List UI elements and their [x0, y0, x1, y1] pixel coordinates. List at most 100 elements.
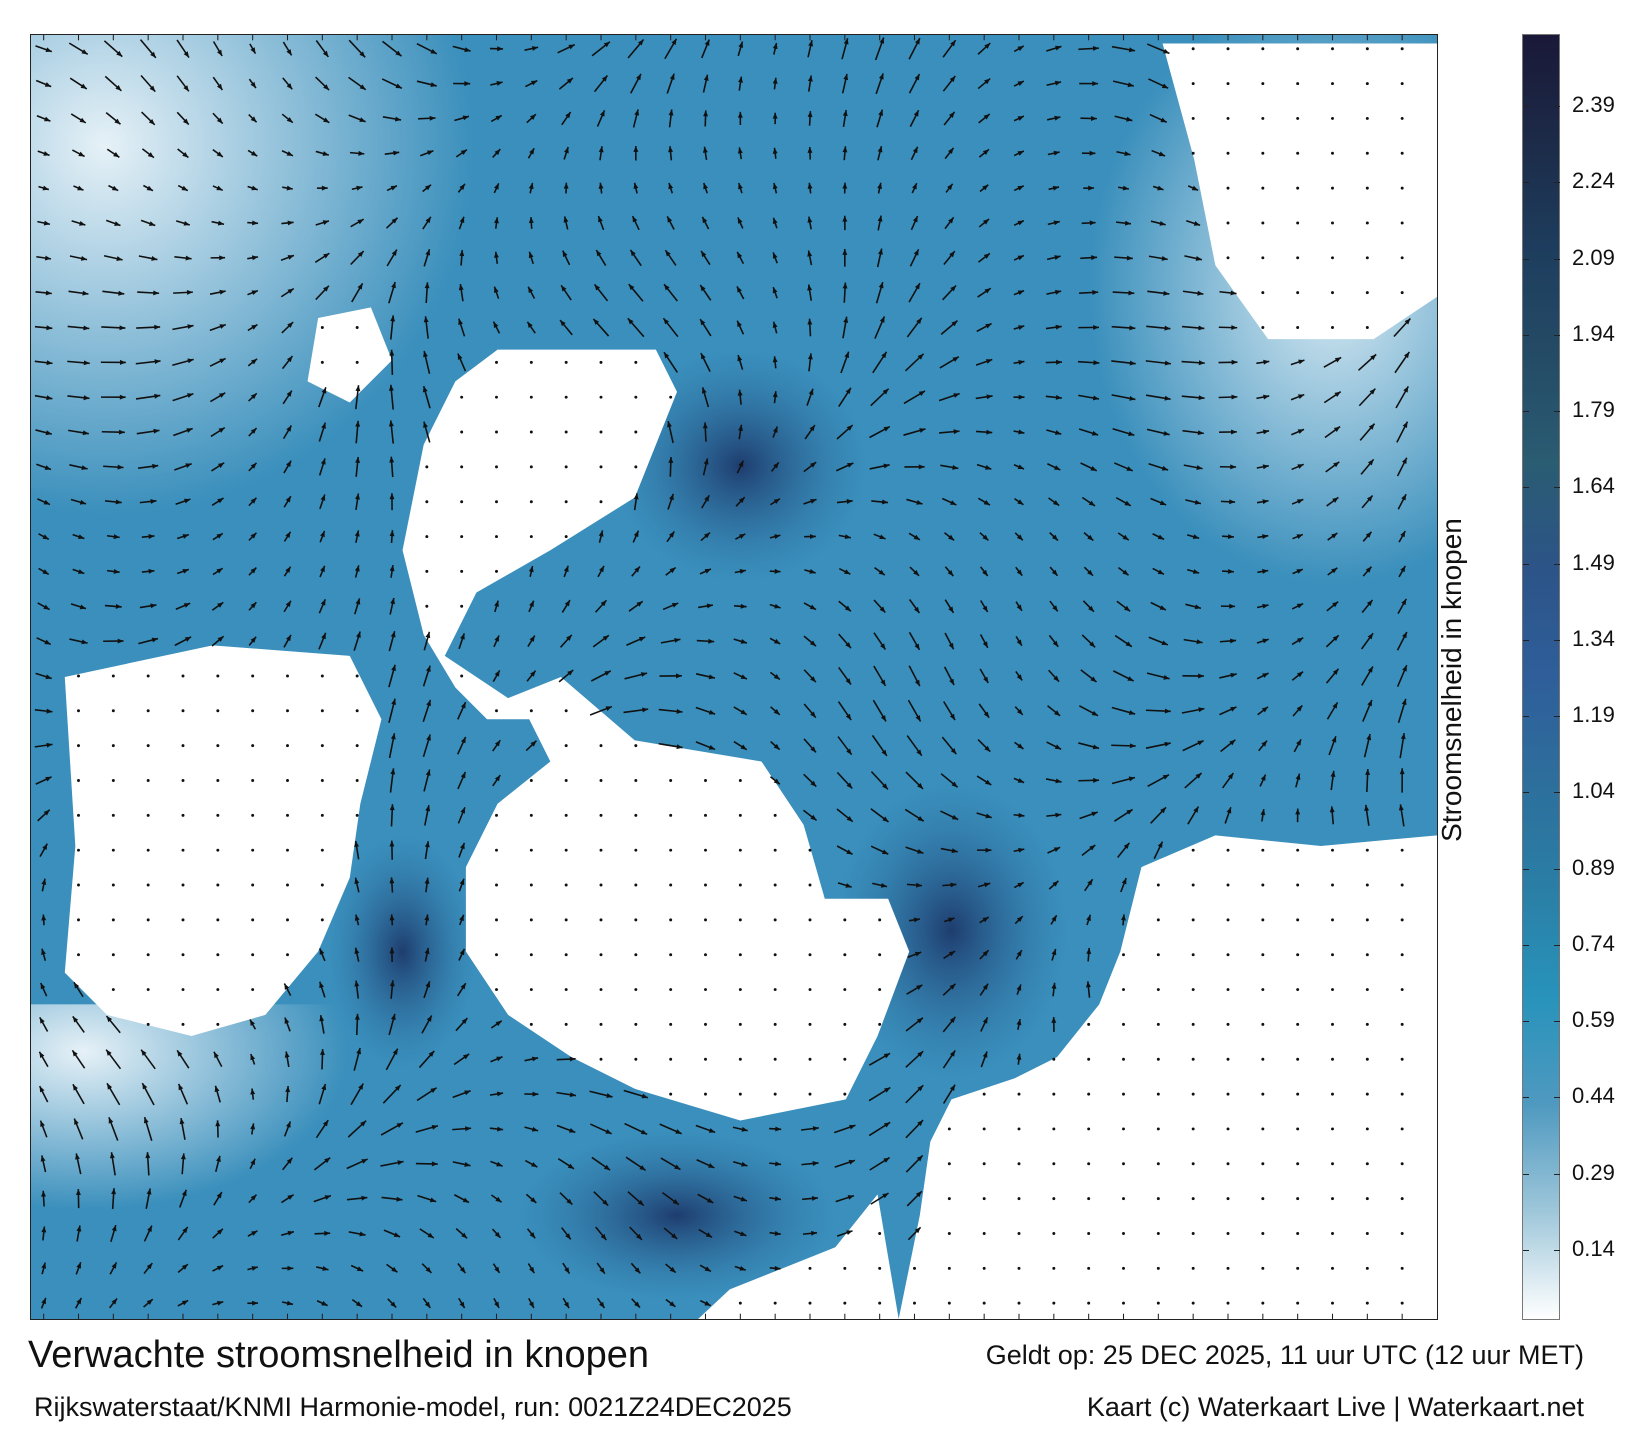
- land-grid-dot: [77, 848, 80, 852]
- land-grid-dot: [564, 883, 568, 887]
- land-grid-dot: [704, 813, 707, 817]
- current-arrow: [1147, 774, 1170, 787]
- current-arrow: [870, 1192, 889, 1205]
- current-arrow: [1014, 532, 1024, 541]
- land-grid-dot: [251, 848, 255, 852]
- current-arrow: [1077, 360, 1100, 366]
- land-grid-dot: [146, 1022, 150, 1026]
- land-grid-dot: [669, 395, 673, 399]
- land-grid-dot: [704, 1057, 707, 1061]
- land-grid-dot: [1191, 1127, 1195, 1131]
- current-arrow: [1257, 534, 1269, 540]
- land-grid-dot: [495, 883, 498, 887]
- current-arrow: [387, 1298, 397, 1309]
- land-grid-dot: [320, 813, 324, 817]
- current-arrow: [561, 111, 572, 126]
- current-arrow: [734, 603, 747, 609]
- current-arrow: [979, 634, 989, 649]
- current-arrow: [456, 982, 467, 997]
- current-arrow: [940, 320, 959, 335]
- current-arrow: [248, 427, 258, 437]
- land-grid-dot: [1052, 1162, 1056, 1166]
- current-arrow: [663, 1227, 678, 1240]
- current-arrow: [666, 215, 675, 230]
- land-grid-dot: [1296, 918, 1300, 922]
- current-arrow: [69, 464, 88, 471]
- current-arrow: [492, 321, 501, 334]
- land-grid-dot: [1226, 221, 1230, 225]
- current-arrow: [870, 388, 890, 407]
- current-arrow: [1081, 220, 1096, 226]
- land-grid-dot: [146, 918, 150, 922]
- land-grid-dot: [599, 500, 603, 504]
- current-arrow: [836, 845, 853, 856]
- current-arrow: [248, 114, 258, 123]
- land-grid-dot: [1122, 1301, 1125, 1305]
- current-arrow: [665, 1263, 677, 1274]
- land-grid-dot: [181, 709, 185, 713]
- current-arrow: [282, 425, 293, 440]
- current-arrow: [834, 1159, 856, 1168]
- land-grid-dot: [216, 1022, 220, 1026]
- current-arrow: [1112, 428, 1135, 437]
- current-arrow: [419, 1228, 435, 1239]
- current-arrow: [423, 350, 431, 374]
- current-arrow: [696, 638, 715, 644]
- land-grid-dot: [286, 813, 289, 817]
- current-arrow: [911, 182, 918, 194]
- current-arrow: [346, 1195, 368, 1201]
- current-arrow: [1220, 499, 1236, 505]
- current-arrow: [103, 464, 124, 470]
- land-grid-dot: [599, 883, 603, 887]
- current-arrow: [801, 1126, 819, 1132]
- land-grid-dot: [460, 535, 464, 539]
- current-arrow: [490, 114, 503, 123]
- current-arrow: [493, 182, 500, 194]
- land-grid-dot: [1400, 1127, 1404, 1131]
- current-arrow: [943, 950, 956, 960]
- current-arrow: [732, 1126, 748, 1132]
- current-arrow: [284, 1051, 290, 1068]
- current-arrow: [492, 739, 501, 752]
- current-arrow: [422, 216, 432, 230]
- land-grid-dot: [773, 1301, 777, 1305]
- current-arrow: [1258, 740, 1268, 752]
- current-arrow: [41, 1226, 47, 1241]
- current-arrow: [1362, 531, 1373, 542]
- current-arrow: [36, 114, 51, 122]
- current-arrow: [457, 771, 467, 790]
- current-arrow: [556, 1091, 577, 1098]
- land-grid-dot: [1331, 1197, 1334, 1201]
- current-arrow: [388, 664, 396, 688]
- land-grid-dot: [495, 430, 498, 434]
- land-grid-dot: [1296, 326, 1300, 329]
- land-grid-dot: [181, 779, 185, 782]
- current-arrow: [738, 424, 743, 440]
- current-arrow: [556, 1124, 576, 1134]
- current-arrow: [105, 219, 121, 227]
- land-grid-dot: [1365, 953, 1369, 957]
- land-grid-dot: [495, 465, 498, 469]
- land-grid-dot: [1156, 1231, 1160, 1235]
- current-arrow: [1046, 463, 1061, 471]
- current-arrow: [976, 812, 992, 819]
- current-arrow: [702, 458, 709, 476]
- current-arrow: [976, 463, 992, 470]
- current-arrow: [315, 40, 329, 58]
- land-grid-dot: [808, 953, 812, 957]
- land-grid-dot: [1017, 1197, 1021, 1201]
- current-arrow: [174, 636, 192, 647]
- land-grid-dot: [599, 744, 603, 748]
- current-arrow: [281, 150, 294, 157]
- current-arrow: [838, 567, 851, 575]
- current-arrow: [1015, 566, 1023, 577]
- current-arrow: [1357, 353, 1377, 371]
- current-arrow: [735, 496, 746, 507]
- current-arrow: [1051, 948, 1057, 961]
- land-grid-dot: [111, 988, 115, 992]
- land-grid-dot: [146, 883, 150, 887]
- land-grid-dot: [529, 1022, 533, 1026]
- land-grid-dot: [947, 1301, 951, 1305]
- current-arrow: [1081, 634, 1096, 648]
- land-grid-dot: [111, 779, 115, 782]
